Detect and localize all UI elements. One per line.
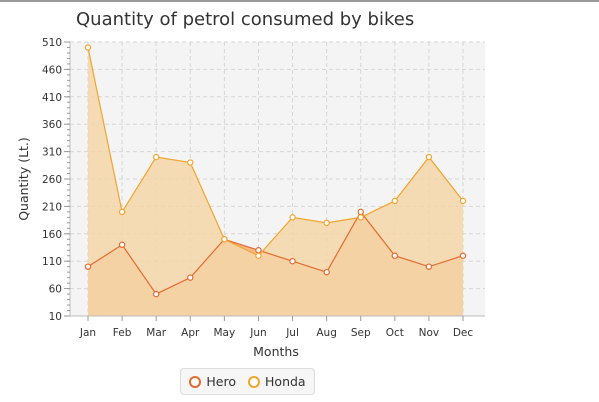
x-tick-label-may: May xyxy=(214,327,236,339)
y-tick-label: 510 xyxy=(42,37,62,49)
y-axis-ticks: 10 60 110 160 210 260 310 360 410 460 510 xyxy=(42,37,70,323)
y-axis-label: Quantity (Lt.) xyxy=(16,137,31,221)
x-tick-label-nov: Nov xyxy=(419,327,440,339)
y-tick-label: 110 xyxy=(42,256,62,268)
x-tick-label-aug: Aug xyxy=(316,327,337,339)
point-honda-feb[interactable] xyxy=(118,208,126,216)
point-hero-nov[interactable] xyxy=(425,263,433,270)
x-tick-label-apr: Apr xyxy=(181,327,200,339)
x-tick-label-feb: Feb xyxy=(113,327,132,339)
legend: Hero Honda xyxy=(180,368,315,395)
legend-swatch-hero xyxy=(189,375,202,388)
x-tick-label-oct: Oct xyxy=(386,327,404,339)
point-hero-aug[interactable] xyxy=(323,268,330,276)
x-tick-label-jul: Jul xyxy=(285,327,299,339)
x-tick-label-sep: Sep xyxy=(351,327,371,339)
chart-title: Quantity of petrol consumed by bikes xyxy=(76,9,415,30)
point-honda-dec[interactable] xyxy=(459,197,467,205)
x-axis-ticks: Jan Feb Mar Apr May Jun Jul Aug Sep Oct Nov Dec xyxy=(79,316,473,339)
point-hero-mar[interactable] xyxy=(152,290,160,298)
series-points xyxy=(84,44,467,298)
line-honda xyxy=(87,47,464,257)
y-tick-label: 410 xyxy=(42,92,62,104)
x-axis-label: Months xyxy=(253,344,299,359)
point-honda-jul[interactable] xyxy=(289,214,296,221)
line-hero xyxy=(87,210,464,295)
point-honda-aug[interactable] xyxy=(323,219,330,227)
legend-item-honda[interactable]: Honda xyxy=(248,374,306,389)
y-tick-label: 260 xyxy=(42,174,62,186)
point-hero-oct[interactable] xyxy=(391,252,399,259)
y-tick-label: 10 xyxy=(49,311,62,323)
point-honda-jun[interactable] xyxy=(255,252,262,259)
y-tick-label: 160 xyxy=(42,229,62,241)
x-tick-label-jun: Jun xyxy=(249,327,266,339)
point-honda-sep[interactable] xyxy=(357,214,364,221)
y-tick-label: 310 xyxy=(42,147,62,159)
point-hero-jul[interactable] xyxy=(289,258,296,265)
point-hero-sep[interactable] xyxy=(357,208,364,216)
window-top-border xyxy=(0,0,599,2)
series-lines xyxy=(87,47,464,295)
area-honda xyxy=(88,47,463,316)
series-areas xyxy=(88,47,463,316)
legend-label-honda: Honda xyxy=(265,374,306,389)
legend-label-hero: Hero xyxy=(206,374,237,389)
legend-item-hero[interactable]: Hero xyxy=(189,374,236,389)
x-tick-label-dec: Dec xyxy=(453,327,474,339)
point-hero-dec[interactable] xyxy=(459,252,467,259)
point-honda-jan[interactable] xyxy=(84,44,92,51)
point-hero-jun[interactable] xyxy=(255,247,262,254)
point-honda-mar[interactable] xyxy=(152,153,160,161)
point-hero-jan[interactable] xyxy=(84,263,92,270)
y-tick-label: 460 xyxy=(42,64,62,76)
point-hero-feb[interactable] xyxy=(118,241,126,248)
legend-swatch-honda xyxy=(248,375,261,388)
point-hero-apr[interactable] xyxy=(187,274,194,281)
point-honda-oct[interactable] xyxy=(391,197,399,205)
point-honda-apr[interactable] xyxy=(187,159,194,166)
x-tick-label-mar: Mar xyxy=(146,327,166,339)
x-tick-label-jan: Jan xyxy=(79,327,96,339)
y-tick-label: 360 xyxy=(42,119,62,131)
point-honda-nov[interactable] xyxy=(425,153,433,161)
y-tick-label: 60 xyxy=(49,284,62,296)
point-honda-may[interactable] xyxy=(221,236,228,243)
y-tick-label: 210 xyxy=(42,201,62,213)
